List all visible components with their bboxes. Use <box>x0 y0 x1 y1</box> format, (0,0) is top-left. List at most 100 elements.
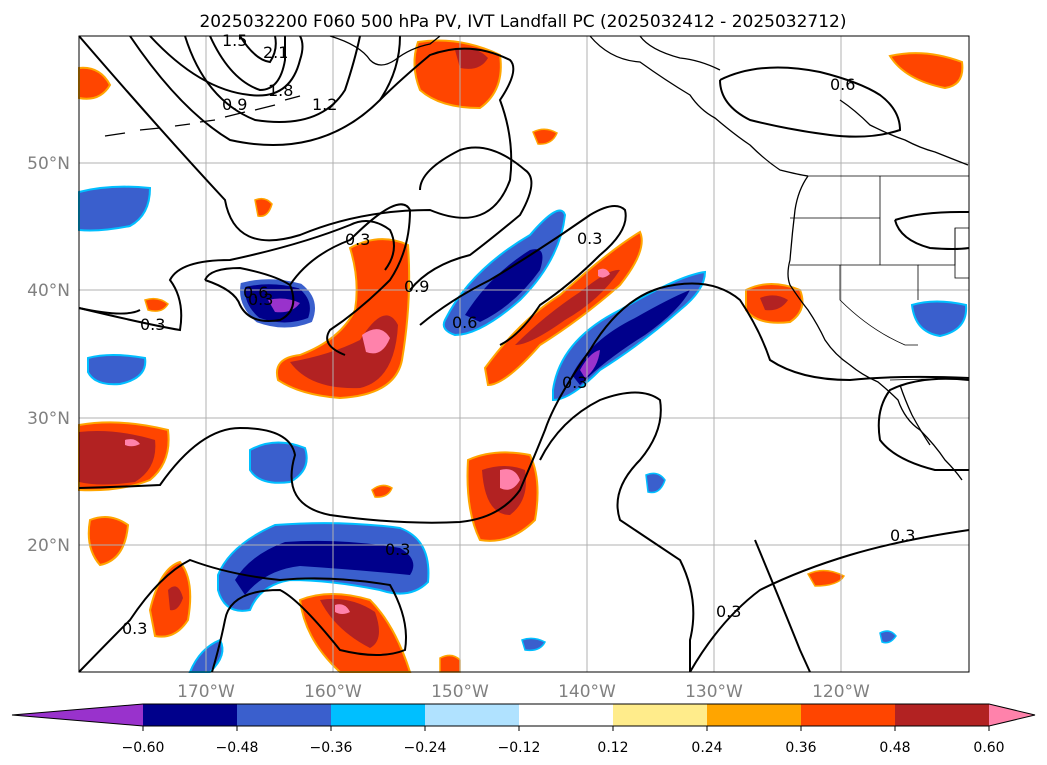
anomaly-blob <box>439 654 461 673</box>
anomaly-blob <box>335 604 350 614</box>
anomaly-blob <box>254 197 273 217</box>
lat-axis-labels: 50°N 40°N 30°N 20°N <box>27 154 70 556</box>
colorbar-ticks: −0.60 −0.48 −0.36 −0.24 −0.12 0.12 0.24 0.36 0.4… <box>122 726 1005 756</box>
contour-line <box>754 539 811 673</box>
colorbar-segment <box>331 704 426 726</box>
contour-line <box>894 211 970 250</box>
map-panel: 2.1 1.8 1.5 1.2 0.9 0.6 0.3 0.3 0.9 0.6 … <box>78 31 970 673</box>
contour-line <box>719 66 902 138</box>
anomaly-blob <box>760 295 788 311</box>
contour-line <box>129 35 401 146</box>
contour-label: 0.3 <box>385 540 410 559</box>
colorbar-tick-label: 0.48 <box>879 740 910 756</box>
colorbar-segment <box>519 704 614 726</box>
contour-label: 0.6 <box>830 75 855 94</box>
colorbar-segment <box>801 704 896 726</box>
lon-label: 130°W <box>685 682 743 702</box>
anomaly-blob <box>78 185 152 232</box>
anomaly-blob <box>532 128 558 145</box>
lon-label: 170°W <box>177 682 235 702</box>
colorbar-tick-label: −0.48 <box>216 740 259 756</box>
coastline-alaska <box>329 35 441 66</box>
contour-label: 0.3 <box>716 602 741 621</box>
contour-label: 0.3 <box>562 373 587 392</box>
contour-line <box>539 391 695 672</box>
contour-line <box>78 282 970 524</box>
lon-label: 120°W <box>812 682 870 702</box>
anomaly-blob <box>521 637 547 652</box>
anomaly-blob <box>455 48 488 69</box>
contour-line <box>689 529 970 673</box>
colorbar-segment <box>143 704 238 726</box>
anomaly-blob <box>249 441 308 484</box>
colorbar-tick-label: −0.24 <box>404 740 447 756</box>
anomaly-blob <box>320 598 379 648</box>
contour-line <box>149 35 304 97</box>
map-title: 2025032200 F060 500 hPa PV, IVT Landfall… <box>199 12 846 32</box>
contour-line <box>877 377 970 471</box>
contour-line <box>289 203 412 356</box>
colorbar-tick-label: 0.24 <box>691 740 722 756</box>
colorbar-tick-label: −0.36 <box>310 740 353 756</box>
lon-label: 150°W <box>431 682 489 702</box>
colorbar-tick-label: −0.60 <box>122 740 165 756</box>
lat-label: 50°N <box>27 154 70 174</box>
anomaly-blob <box>645 472 666 494</box>
coastline-panhandle <box>589 35 809 177</box>
contour-label: 0.9 <box>222 95 247 114</box>
contour-label: 0.6 <box>243 283 268 302</box>
borders <box>790 175 970 381</box>
anomaly-blob <box>888 52 964 90</box>
anomaly-blob <box>806 569 846 587</box>
contour-line <box>184 35 361 123</box>
contour-line <box>209 35 286 92</box>
anomaly-blob <box>879 630 897 644</box>
anomaly-blob <box>598 268 610 278</box>
coastlines <box>104 35 969 481</box>
map-frame <box>78 35 970 673</box>
lat-label: 20°N <box>27 536 70 556</box>
contour-line <box>239 35 277 64</box>
anomaly-blob <box>371 484 393 498</box>
colorbar-extend-min <box>12 704 143 726</box>
colorbar-tick-label: 0.60 <box>973 740 1004 756</box>
anomaly-blob <box>465 249 543 322</box>
anomaly-blob <box>500 469 520 490</box>
coastline-baja <box>899 384 931 446</box>
lat-label: 40°N <box>27 281 70 301</box>
contour-label: 0.3 <box>140 315 165 334</box>
colorbar-tick-label: −0.12 <box>498 740 541 756</box>
lat-label: 30°N <box>27 409 70 429</box>
anomaly-blob <box>144 297 169 312</box>
coastline-bc <box>639 35 721 71</box>
contour-label: 0.3 <box>890 526 915 545</box>
contour-line <box>409 146 533 291</box>
colorbar-segment <box>613 704 708 726</box>
anomaly-blob <box>87 354 147 386</box>
colorbar-segment <box>707 704 802 726</box>
contours <box>78 35 970 673</box>
anomaly-blob <box>362 329 390 354</box>
contour-label: 1.5 <box>222 31 247 50</box>
contour-line <box>204 266 295 322</box>
colorbar-tick-label: 0.12 <box>597 740 628 756</box>
anomaly-blob <box>78 66 112 100</box>
colorbar-segment <box>237 704 332 726</box>
anomaly-blob <box>235 540 414 595</box>
contour-label: 2.1 <box>263 43 288 62</box>
coastline-aleutians <box>104 95 301 137</box>
colorbar-segments <box>11 703 1036 727</box>
colorbar: −0.60 −0.48 −0.36 −0.24 −0.12 0.12 0.24 0.36 0.4… <box>11 703 1036 756</box>
contour-label: 0.3 <box>248 290 273 309</box>
border-state <box>954 228 969 279</box>
colorbar-tick-label: 0.36 <box>785 740 816 756</box>
contour-label: 0.3 <box>122 619 147 638</box>
border-state <box>839 265 918 346</box>
colorbar-extend-max <box>989 704 1035 726</box>
anomaly-blob <box>580 350 600 378</box>
lon-label: 140°W <box>558 682 616 702</box>
contour-label: 1.2 <box>312 95 337 114</box>
anomaly-blob <box>168 586 183 611</box>
coastline-canada-north <box>839 99 969 166</box>
